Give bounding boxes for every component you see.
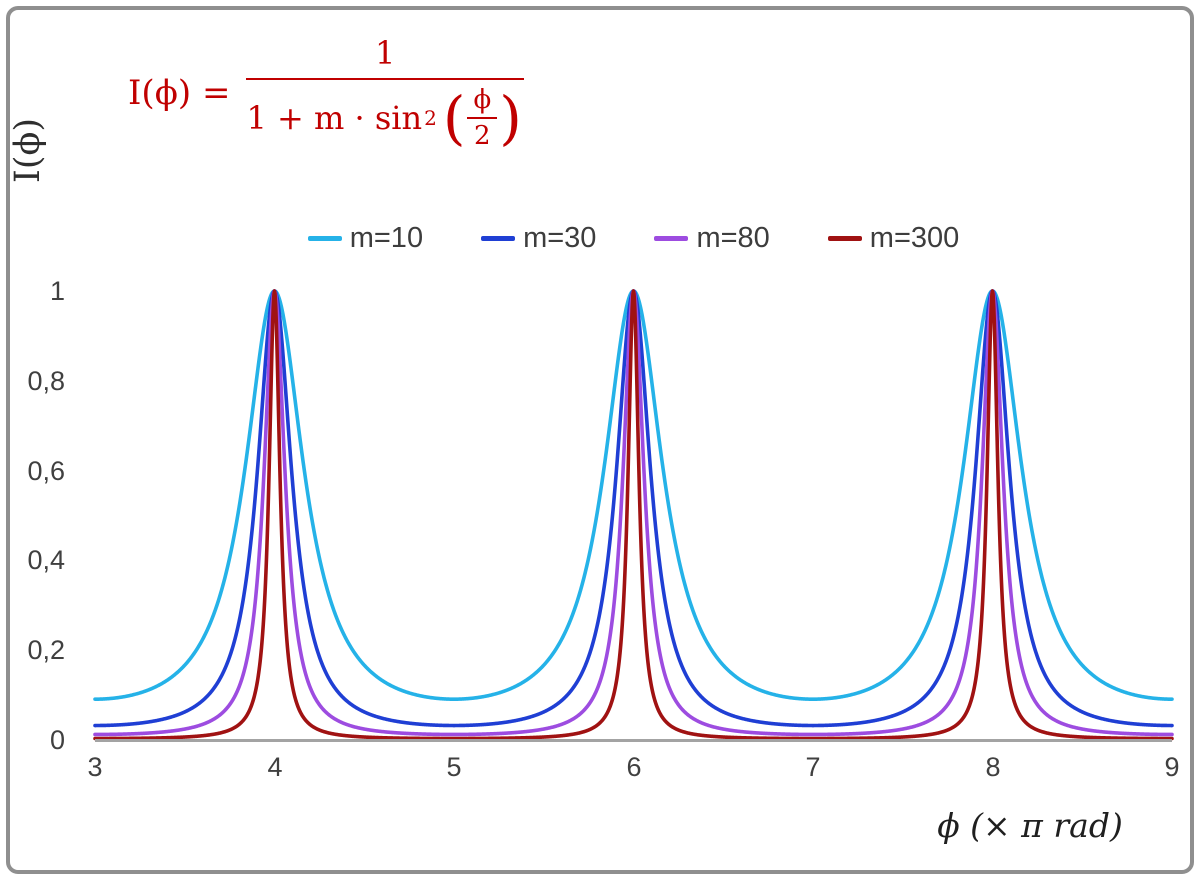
legend-label-m30: m=30	[523, 222, 597, 254]
x-tick-9: 9	[1164, 752, 1180, 782]
y-tick-1: 1	[49, 276, 65, 306]
y-tick-0-6: 0,6	[27, 456, 65, 486]
figure-border	[6, 6, 1194, 874]
y-tick-0-4: 0,4	[27, 545, 65, 575]
legend-item-m80: m=80	[654, 222, 770, 255]
x-tick-4: 4	[267, 752, 283, 782]
formula-lhs: I(ϕ) =	[128, 72, 231, 113]
x-axis-line	[95, 739, 1172, 742]
y-tick-0-8: 0,8	[27, 366, 65, 396]
y-axis-title: I(ϕ)	[8, 118, 48, 183]
legend-item-m10: m=10	[307, 222, 424, 255]
formula-denominator: 1 + m · sin 2 ( ϕ 2 )	[246, 80, 523, 151]
formula-denominator-text: 1 + m · sin	[246, 99, 423, 137]
x-tick-7: 7	[805, 752, 821, 782]
x-tick-8: 8	[985, 752, 1001, 782]
formula-inner-fraction: ϕ 2	[467, 85, 498, 151]
formula-numerator: 1	[246, 34, 524, 80]
legend: m=10 m=30 m=80 m=300	[95, 222, 1172, 255]
formula-inner-denominator: 2	[474, 121, 491, 151]
legend-label-m300: m=300	[869, 222, 960, 254]
legend-item-m30: m=30	[481, 222, 596, 255]
legend-swatch-m10	[307, 236, 342, 241]
formula-open-paren: (	[442, 83, 466, 152]
formula-annotation: I(ϕ) = 1 1 + m · sin 2 ( ϕ 2 )	[128, 34, 524, 151]
legend-label-m80: m=80	[696, 222, 770, 254]
x-tick-3: 3	[87, 752, 103, 782]
x-tick-6: 6	[626, 752, 642, 782]
y-tick-0: 0	[49, 725, 65, 755]
x-tick-5: 5	[446, 752, 462, 782]
legend-label-m10: m=10	[349, 222, 424, 254]
y-tick-0-2: 0,2	[27, 635, 65, 665]
formula-exponent: 2	[424, 106, 437, 130]
legend-item-m300: m=300	[827, 222, 960, 255]
legend-swatch-m30	[481, 236, 516, 241]
x-axis-title: ϕ (× π rad)	[937, 806, 1123, 845]
formula-close-paren: )	[499, 83, 522, 152]
legend-swatch-m300	[827, 236, 862, 241]
legend-swatch-m80	[654, 236, 689, 241]
formula-inner-numerator: ϕ	[467, 85, 498, 119]
formula-fraction: 1 1 + m · sin 2 ( ϕ 2 )	[246, 34, 524, 151]
